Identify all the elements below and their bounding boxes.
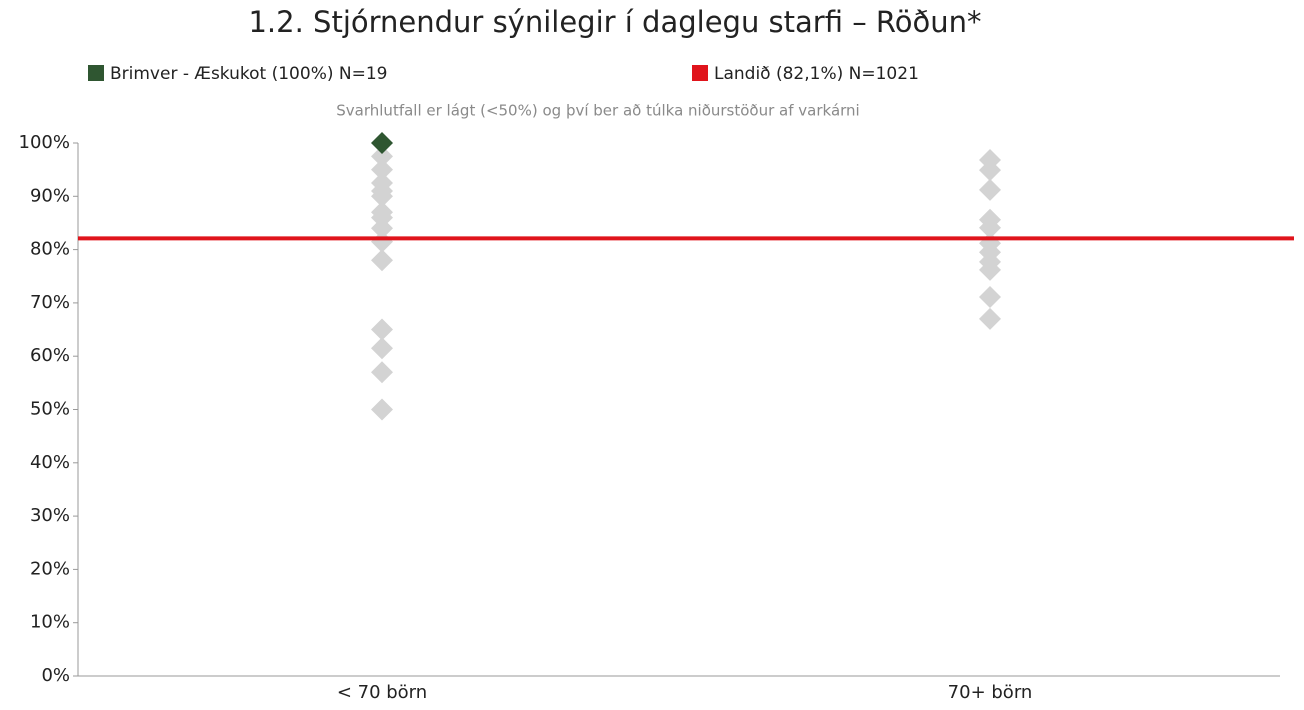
x-tick-label: 70+ börn bbox=[948, 682, 1033, 703]
chart-subtitle: Svarhlutfall er lágt (<50%) og því ber a… bbox=[336, 102, 859, 120]
point bbox=[371, 185, 393, 208]
y-tick-label: 80% bbox=[30, 239, 70, 260]
point bbox=[371, 217, 393, 240]
point bbox=[371, 398, 393, 421]
point bbox=[979, 216, 1001, 239]
y-tick-label: 100% bbox=[19, 132, 70, 153]
point bbox=[371, 145, 393, 168]
y-tick-label: 90% bbox=[30, 185, 70, 206]
y-tick-label: 50% bbox=[30, 399, 70, 420]
legend-swatch bbox=[88, 65, 104, 81]
y-tick-label: 30% bbox=[30, 505, 70, 526]
highlight-point bbox=[371, 132, 393, 154]
point bbox=[371, 158, 393, 181]
point bbox=[979, 159, 1001, 182]
legend-label: Brimver - Æskukot (100%) N=19 bbox=[110, 64, 387, 84]
y-tick-label: 70% bbox=[30, 292, 70, 313]
y-tick-label: 10% bbox=[30, 612, 70, 633]
legend-label: Landið (82,1%) N=1021 bbox=[714, 64, 919, 84]
point bbox=[979, 307, 1001, 330]
y-tick-label: 60% bbox=[30, 345, 70, 366]
x-tick-label: < 70 börn bbox=[337, 682, 427, 703]
point bbox=[371, 361, 393, 384]
point bbox=[979, 178, 1001, 201]
legend-swatch bbox=[692, 65, 708, 81]
chart-title: 1.2. Stjórnendur sýnilegir í daglegu sta… bbox=[248, 5, 981, 39]
point bbox=[979, 258, 1001, 281]
y-tick-label: 40% bbox=[30, 452, 70, 473]
point bbox=[371, 230, 393, 253]
y-tick-label: 0% bbox=[41, 665, 70, 686]
y-tick-label: 20% bbox=[30, 558, 70, 579]
point bbox=[979, 286, 1001, 309]
point bbox=[371, 249, 393, 272]
point bbox=[371, 337, 393, 360]
point bbox=[371, 318, 393, 341]
